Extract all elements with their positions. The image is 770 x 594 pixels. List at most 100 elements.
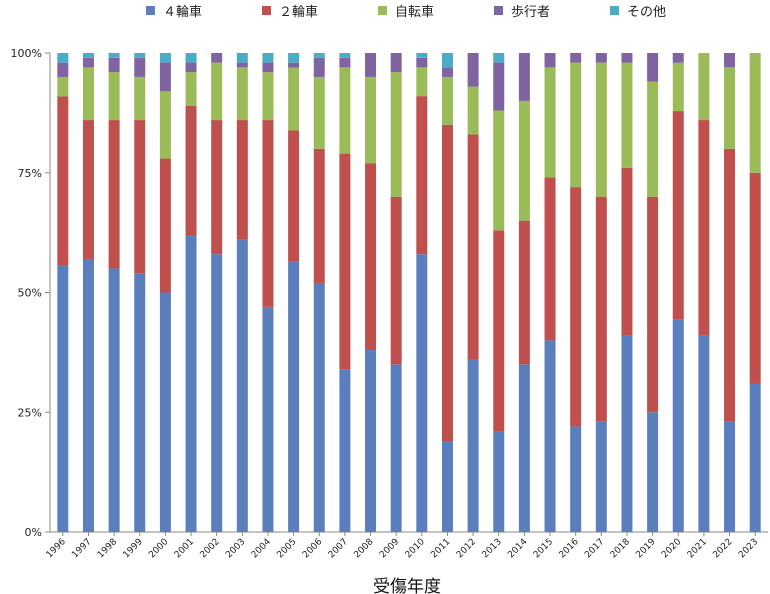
bar-segment [211,120,223,255]
bar-segment [441,76,453,125]
bar-segment [518,220,530,365]
bar-segment [724,421,736,532]
bar-segment [518,53,530,101]
bar-segment [672,62,684,112]
x-tick-label: 2011 [429,537,452,560]
bar-segment [313,282,325,532]
x-tick-label: 2012 [455,537,478,560]
bar-segment [647,412,659,532]
x-tick-label: 2018 [609,537,632,560]
bar-segment [416,57,428,68]
bar-segment [595,196,607,422]
bar-segment [441,124,453,441]
bar-segment [390,72,402,197]
bar-segment [441,440,453,532]
x-tick-label: 2016 [558,537,581,560]
bar-segment [57,96,69,266]
bar-segment [313,76,325,149]
bar-segment [236,67,248,121]
bar-segment [595,62,607,197]
y-tick-label: 25% [18,406,42,419]
legend-swatch-other [610,6,619,15]
bar-segment [467,53,479,87]
bar-segment [698,120,710,336]
bar-segment [108,57,120,73]
bar-segment [339,67,351,154]
legend-label-2wheel: ２輪車 [279,5,319,20]
bar-segment [416,53,428,58]
bar-segment [724,148,736,422]
bar-segment [441,67,453,77]
x-tick-label: 2022 [711,537,734,560]
bar-segment [82,53,94,58]
bar-segment [724,67,736,149]
x-tick-label: 2001 [173,537,196,560]
bar-segment [288,67,300,131]
x-axis-title: 受傷年度 [373,577,441,594]
x-tick-label: 1997 [70,537,93,560]
legend-item-pedestrian: 歩行者 [494,1,550,20]
bar-segment [288,53,300,63]
x-tick-label: 2017 [583,537,606,560]
bar-segment [236,62,248,68]
bar-segment [262,72,274,121]
bar-segment [595,53,607,63]
bar-segment [82,67,94,121]
bar-segment [57,77,69,97]
bar-segment [262,53,274,63]
y-tick-label: 100% [11,47,42,60]
x-tick-label: 2003 [224,537,247,560]
bar-segment [134,57,146,77]
bar-segment [159,62,171,92]
bar-segment [493,110,505,231]
x-tick-label: 2004 [250,537,273,560]
bar-segment [134,120,146,274]
x-tick-label: 2005 [275,537,298,560]
bar-segment [185,62,197,73]
legend-swatch-pedestrian [494,6,503,15]
bar-segment [262,62,274,73]
bar-segment [57,265,69,532]
x-tick-label: 1998 [96,537,119,560]
x-tick-label: 1999 [122,537,145,560]
bar-segment [647,81,659,197]
bar-segment [313,57,325,77]
x-tick-label: 2023 [737,537,760,560]
x-tick-label: 2010 [404,537,427,560]
bar-segment [390,364,402,532]
bar-segment [288,261,300,532]
bar-segment [390,53,402,73]
legend-swatch-bicycle [378,6,387,15]
bar-segment [698,53,710,121]
bar-segment [749,53,761,173]
bar-segment [108,72,120,121]
bar-segment [570,62,582,188]
x-tick-label: 2015 [532,537,555,560]
bar-segment [82,57,94,68]
bar-segment [416,67,428,97]
bar-segment [647,196,659,413]
bar-segment [185,72,197,106]
bar-segment [365,53,377,77]
bar-segment [185,105,197,236]
bar-segment [108,268,120,532]
bar-segment [518,100,530,221]
bar-segment [672,53,684,63]
y-tick-label: 0% [25,526,42,539]
bar-segment [724,53,736,68]
bar-segment [236,120,248,240]
bar-segment [236,53,248,63]
bar-segment [159,53,171,63]
bar-segment [441,53,453,68]
bar-segment [672,111,684,320]
bar-segment [262,306,274,532]
legend-label-pedestrian: 歩行者 [511,5,551,20]
bar-segment [493,62,505,111]
bar-segment [108,53,120,58]
bar-segment [493,431,505,532]
x-tick-label: 2000 [147,537,170,560]
x-tick-label: 2008 [352,537,375,560]
bar-segment [416,254,428,532]
bar-segment [621,62,633,168]
